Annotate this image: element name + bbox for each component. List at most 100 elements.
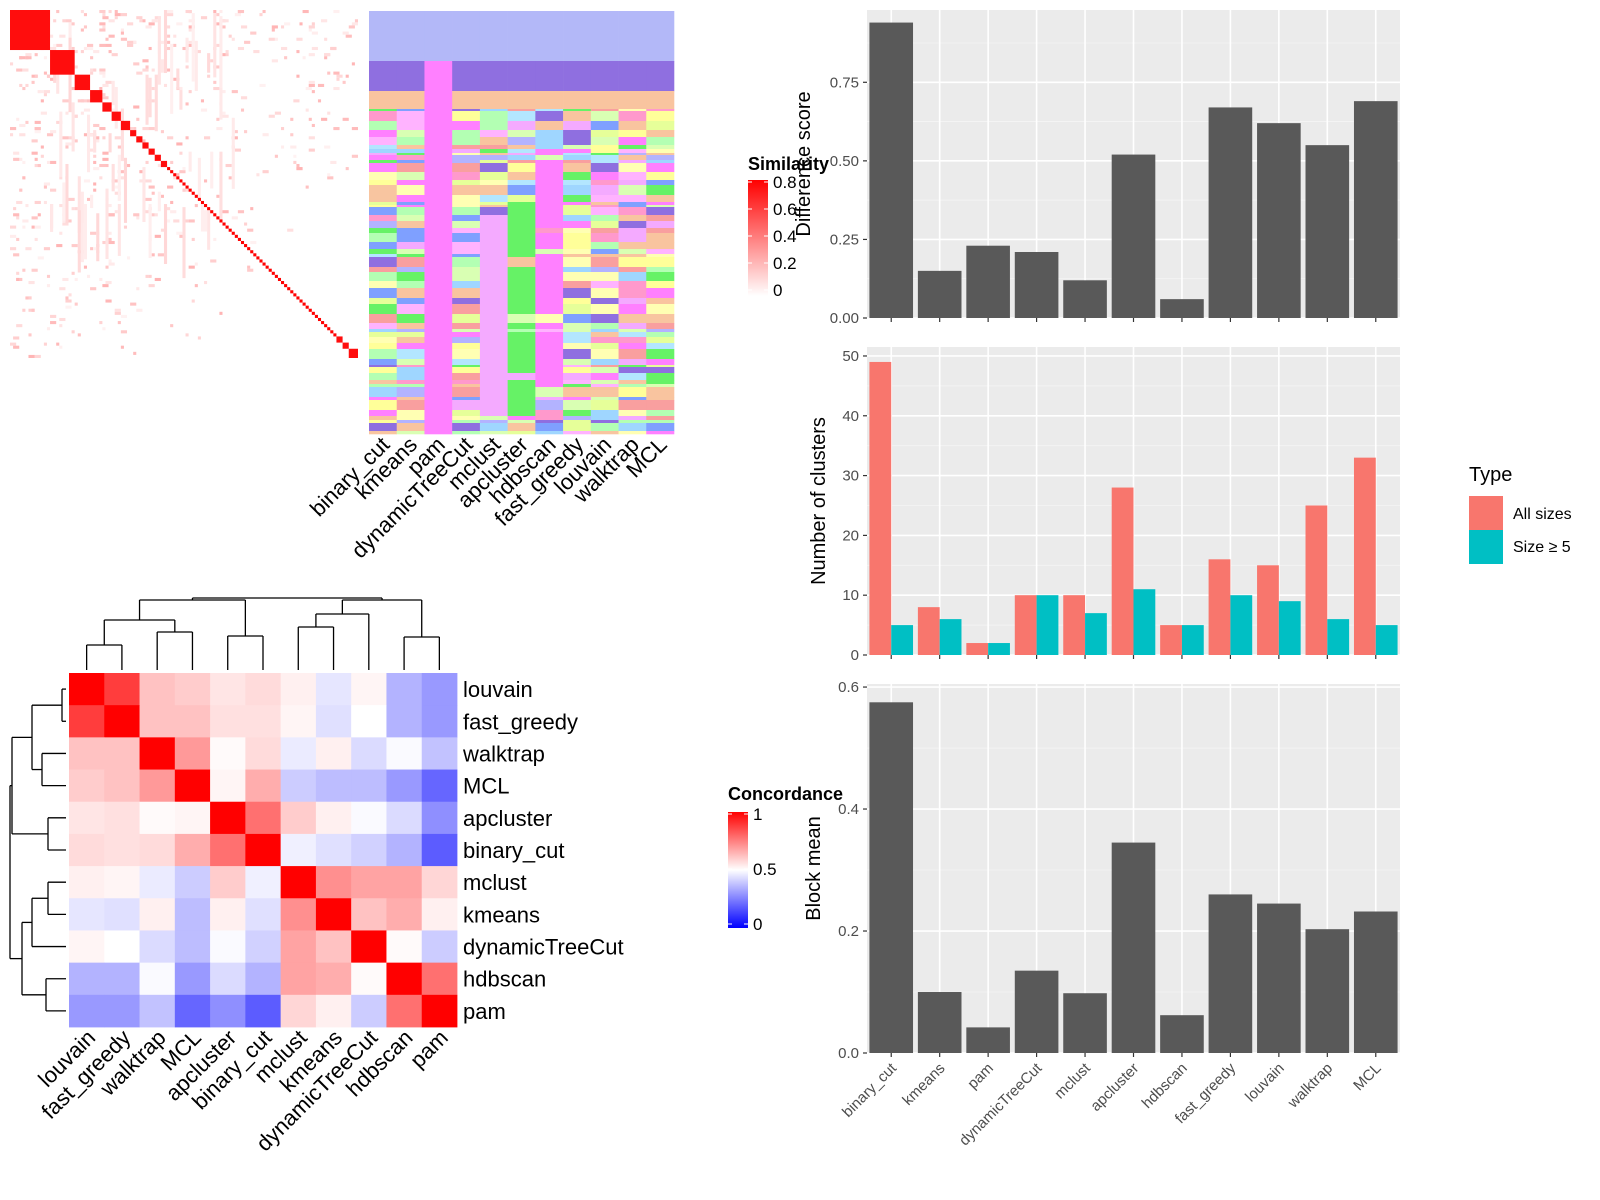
assignment-cell xyxy=(452,185,481,196)
concordance-cell xyxy=(386,833,423,867)
similarity-cell xyxy=(22,225,26,229)
similarity-cell xyxy=(108,50,112,54)
similarity-cell xyxy=(114,210,118,214)
assignment-cell xyxy=(618,149,647,154)
similarity-cell xyxy=(102,136,106,140)
assignment-cell xyxy=(396,137,425,146)
assignment-cell xyxy=(590,221,619,229)
assignment-cell xyxy=(479,111,508,122)
concordance-cell xyxy=(210,930,246,964)
assignment-cell xyxy=(535,397,564,401)
similarity-cell xyxy=(50,204,54,232)
similarity-cell xyxy=(37,90,41,94)
assignment-cell xyxy=(507,400,536,411)
similarity-block xyxy=(188,188,192,192)
assignment-cell xyxy=(424,384,453,388)
assignment-cell xyxy=(535,249,564,255)
similarity-cell xyxy=(151,253,155,257)
similarity-cell xyxy=(247,265,251,269)
similarity-cell xyxy=(142,19,146,23)
similarity-cell xyxy=(274,154,278,158)
assignment-cell xyxy=(618,365,647,368)
similarity-cell xyxy=(333,127,340,131)
assignment-cell xyxy=(396,400,425,411)
assignment-cell xyxy=(479,387,508,398)
similarity-cell xyxy=(213,237,217,241)
assignment-cell xyxy=(424,249,453,255)
similarity-cell xyxy=(145,25,152,29)
concordance-column-label: pam xyxy=(405,1025,453,1073)
similarity-cell xyxy=(105,80,112,84)
concordance-cell xyxy=(104,866,140,899)
similarity-cell xyxy=(40,154,44,158)
assignment-cell xyxy=(424,359,453,366)
assignment-cell xyxy=(563,323,592,330)
cluster-assignment-heatmap xyxy=(369,11,675,435)
assignment-cell xyxy=(396,272,425,282)
similarity-cell xyxy=(102,13,106,17)
assignment-cell xyxy=(590,111,619,122)
assignment-cell xyxy=(646,384,675,388)
similarity-block xyxy=(265,265,269,269)
assignment-cell xyxy=(646,195,675,203)
similarity-cell xyxy=(167,25,171,29)
assignment-cell xyxy=(396,249,425,255)
concordance-cell xyxy=(315,705,352,738)
assignment-cell xyxy=(396,397,425,401)
bar-size5 xyxy=(1278,601,1301,655)
similarity-cell xyxy=(123,157,128,223)
similarity-cell xyxy=(86,43,94,47)
similarity-cell xyxy=(345,34,352,38)
concordance-cell xyxy=(104,962,140,996)
assignment-cell xyxy=(479,254,508,258)
similarity-cell xyxy=(77,176,81,233)
similarity-cell xyxy=(281,25,285,29)
similarity-block xyxy=(253,253,257,257)
similarity-cell xyxy=(317,99,322,103)
assignment-cell xyxy=(618,420,647,424)
concordance-row-label: kmeans xyxy=(463,902,540,927)
similarity-cell xyxy=(256,173,260,177)
similarity-cell xyxy=(333,10,340,14)
similarity-cell xyxy=(151,86,155,91)
concordance-cell xyxy=(315,801,352,835)
similarity-cell xyxy=(244,40,251,44)
assignment-cell xyxy=(507,272,536,282)
assignment-cell xyxy=(396,233,425,243)
concordance-cell xyxy=(139,866,176,899)
assignment-cell xyxy=(369,207,398,216)
similarity-cell xyxy=(136,287,140,291)
similarity-cell xyxy=(296,50,300,54)
similarity-cell xyxy=(182,188,186,192)
similarity-cell xyxy=(234,13,241,17)
bar xyxy=(1063,993,1107,1053)
assignment-cell xyxy=(507,153,536,156)
assignment-cell xyxy=(479,195,508,203)
assignment-cell xyxy=(535,423,564,432)
similarity-cell xyxy=(46,74,51,78)
assignment-cell xyxy=(646,130,675,138)
similarity-cell xyxy=(271,59,278,63)
assignment-cell xyxy=(646,221,675,229)
concordance-cell xyxy=(315,737,352,770)
similarity-cell xyxy=(330,46,337,51)
assignment-cell xyxy=(646,207,675,216)
assignment-cell xyxy=(507,172,536,181)
bar-size5 xyxy=(1085,613,1107,655)
similarity-cell xyxy=(182,207,186,279)
concordance-cell xyxy=(174,801,211,835)
similarity-cell xyxy=(151,68,155,72)
similarity-cell xyxy=(74,114,78,118)
assignment-cell xyxy=(507,149,536,154)
similarity-cell xyxy=(145,179,152,183)
assignment-cell xyxy=(507,298,536,305)
similarity-cell xyxy=(114,16,118,20)
assignment-cell xyxy=(535,288,564,299)
similarity-cell xyxy=(59,34,66,38)
assignment-cell xyxy=(424,397,453,401)
similarity-cell xyxy=(281,46,288,51)
type-legend-label-all-sizes: All sizes xyxy=(1513,506,1572,523)
concordance-cell xyxy=(69,769,105,803)
similarity-cell xyxy=(133,351,137,355)
